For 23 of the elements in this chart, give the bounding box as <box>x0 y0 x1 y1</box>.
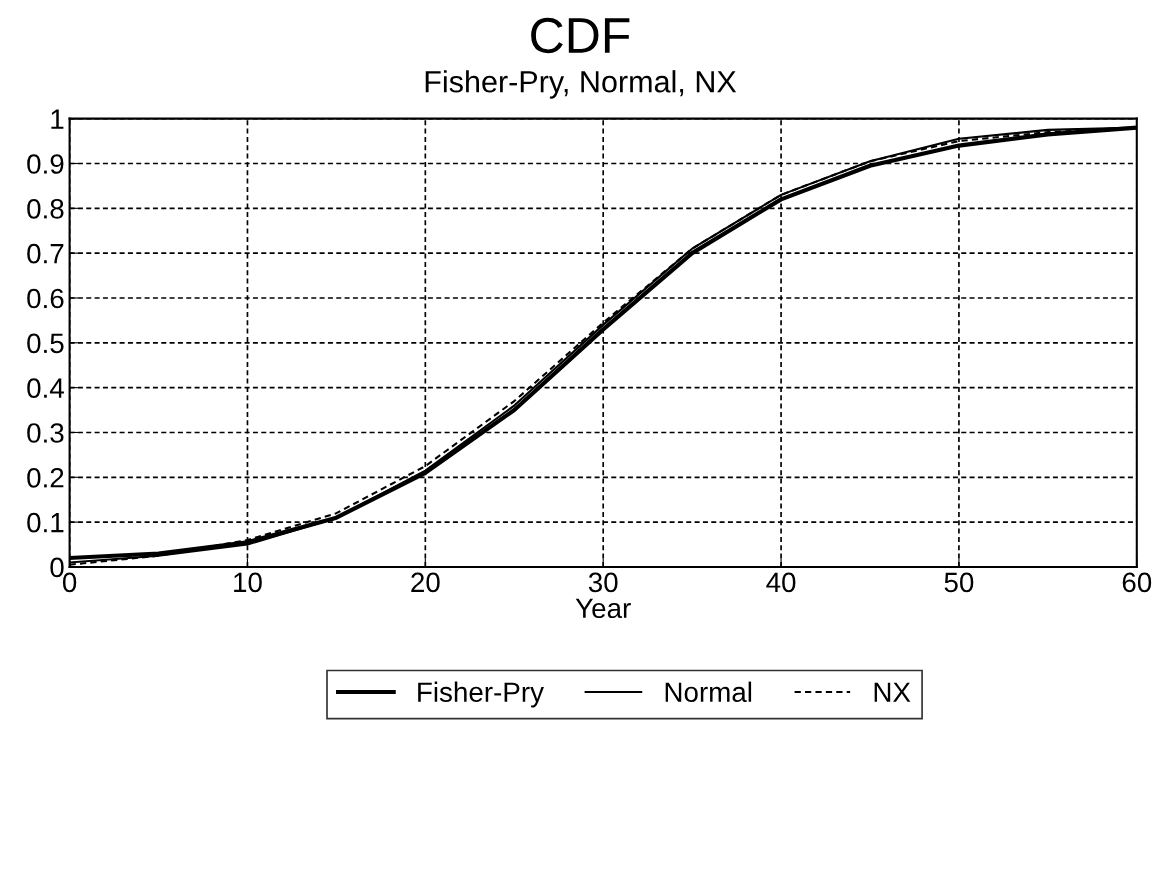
legend-label: Normal <box>665 681 752 703</box>
y-tick-label: 0 <box>50 557 64 578</box>
y-tick-label: 0.4 <box>27 378 64 398</box>
legend-label: Fisher-Pry <box>418 681 544 708</box>
y-tick-label: 0.7 <box>27 243 64 264</box>
x-tick-label: 20 <box>411 572 440 593</box>
y-tick-label: 0.5 <box>27 333 64 354</box>
x-axis-title: Year <box>575 598 631 619</box>
x-tick-label: 50 <box>944 572 974 593</box>
x-tick-label: 30 <box>588 572 618 593</box>
y-tick-label: 0.3 <box>27 423 64 443</box>
y-tick-label: 0.1 <box>27 512 64 533</box>
x-tick-label: 60 <box>1122 572 1152 593</box>
y-tick-label: 0.8 <box>27 198 64 219</box>
legend-label: NX <box>874 682 911 702</box>
y-tick-label: 0.6 <box>27 288 64 309</box>
chart-title: CDF <box>531 17 630 54</box>
y-tick-label: 0.2 <box>27 467 64 488</box>
chart-subtitle: Fisher-Pry, Normal, NX <box>425 70 737 99</box>
y-tick-label: 1 <box>51 109 64 129</box>
y-tick-label: 0.9 <box>27 154 64 174</box>
x-tick-label: 10 <box>234 572 262 593</box>
x-tick-label: 40 <box>766 572 796 593</box>
